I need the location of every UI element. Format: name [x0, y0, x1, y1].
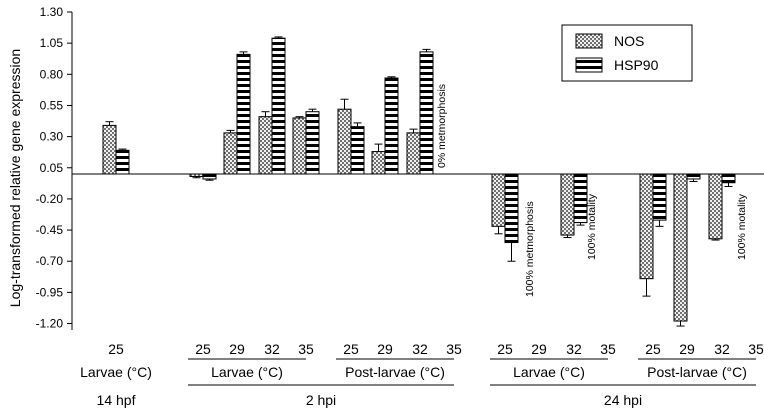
y-tick-label: 1.05 [40, 36, 64, 50]
bar-nos [560, 173, 575, 236]
legend-label-nos: NOS [614, 33, 644, 49]
bar-nos [491, 173, 506, 227]
y-axis-ticks: 1.30 1.05 0.80 0.55 0.30 0.05 -0.20 -0.45 -0.70 -… [36, 5, 72, 331]
x-stage-labels: Larvae (°C) Larvae (°C) Post-larvae (°C)… [80, 364, 747, 380]
stage-label-24hpi-larvae: Larvae (°C) [513, 364, 585, 380]
x-temperature-label: 32 [264, 341, 280, 357]
y-tick-label: -1.20 [36, 317, 64, 331]
x-temperature-label: 35 [748, 341, 764, 357]
y-tick-label: -0.45 [36, 223, 64, 237]
bar-hsp90 [350, 126, 365, 175]
bar-nos [371, 151, 386, 175]
x-group-underlines [188, 358, 756, 386]
stage-label-2hpi-postlarvae: Post-larvae (°C) [345, 364, 445, 380]
x-time-labels: 14 hpf 2 hpi 24 hpi [97, 392, 643, 408]
legend-swatch-hsp90 [575, 57, 603, 73]
bar-hsp90 [202, 173, 217, 180]
time-label-14hpf: 14 hpf [97, 392, 136, 408]
y-tick-label: 0.80 [40, 67, 64, 81]
legend: NOS HSP90 [561, 24, 693, 82]
y-tick-label: 1.30 [40, 5, 64, 19]
bars-layer [102, 36, 736, 327]
time-label-24hpi: 24 hpi [604, 392, 642, 408]
bar-nos [223, 132, 238, 175]
y-tick-label: -0.20 [36, 192, 64, 206]
legend-swatch-nos [575, 33, 603, 49]
y-tick-label: -0.70 [36, 254, 64, 268]
bar-nos [258, 116, 273, 175]
x-temperature-label: 29 [531, 341, 547, 357]
bar-hsp90 [384, 77, 399, 175]
bar-nos [189, 173, 204, 177]
bar-hsp90 [419, 51, 434, 175]
bar-nos [708, 173, 723, 240]
x-temperature-label: 29 [679, 341, 695, 357]
x-temperature-label: 25 [108, 341, 124, 357]
bar-hsp90 [115, 149, 130, 175]
bar-hsp90 [652, 173, 667, 221]
annotations: 0% metmorphosis 100% metmorphosis 100% m… [436, 84, 748, 297]
y-tick-label: 0.30 [40, 130, 64, 144]
x-temperature-label: 29 [229, 341, 245, 357]
bar-hsp90 [305, 111, 320, 175]
stage-label-2hpi-larvae: Larvae (°C) [211, 364, 283, 380]
bar-hsp90 [236, 53, 251, 175]
bar-hsp90 [271, 37, 286, 175]
legend-label-hsp90: HSP90 [614, 57, 659, 73]
x-temperature-labels: 25 25 29 32 35 25 29 32 35 25 29 32 35 25 29 32 35 [108, 341, 764, 357]
y-tick-label: -0.95 [36, 285, 64, 299]
bar-hsp90 [504, 173, 519, 244]
x-temperature-label: 25 [497, 341, 513, 357]
annotation-100pct-metamorphosis-larvae: 100% metmorphosis [524, 201, 536, 297]
bar-nos [673, 173, 688, 322]
bar-nos [639, 173, 654, 280]
x-temperature-label: 32 [412, 341, 428, 357]
x-temperature-label: 25 [343, 341, 359, 357]
x-temperature-label: 32 [714, 341, 730, 357]
time-label-2hpi: 2 hpi [306, 392, 336, 408]
bar-nos [406, 132, 421, 175]
bar-nos [337, 108, 352, 175]
x-temperature-label: 29 [377, 341, 393, 357]
stage-label-14hpf-larvae: Larvae (°C) [80, 364, 152, 380]
y-axis-label: Log-transformed relative gene expression [7, 49, 23, 307]
x-temperature-label: 35 [298, 341, 314, 357]
x-temperature-label: 25 [645, 341, 661, 357]
x-temperature-label: 32 [566, 341, 582, 357]
x-temperature-label: 35 [446, 341, 462, 357]
annotation-100pct-mortality-postlarvae: 100% motality [736, 193, 748, 260]
x-temperature-label: 25 [195, 341, 211, 357]
x-temperature-label: 35 [600, 341, 616, 357]
annotation-100pct-mortality-larvae: 100% motality [586, 193, 598, 260]
bar-hsp90 [721, 173, 736, 184]
bar-hsp90 [686, 173, 701, 180]
stage-label-24hpi-postlarvae: Post-larvae (°C) [647, 364, 747, 380]
y-tick-label: 0.55 [40, 98, 64, 112]
bar-nos [102, 124, 117, 175]
bar-nos [292, 117, 307, 175]
y-tick-label: 0.05 [40, 161, 64, 175]
annotation-0pct-metamorphosis: 0% metmorphosis [436, 84, 448, 168]
